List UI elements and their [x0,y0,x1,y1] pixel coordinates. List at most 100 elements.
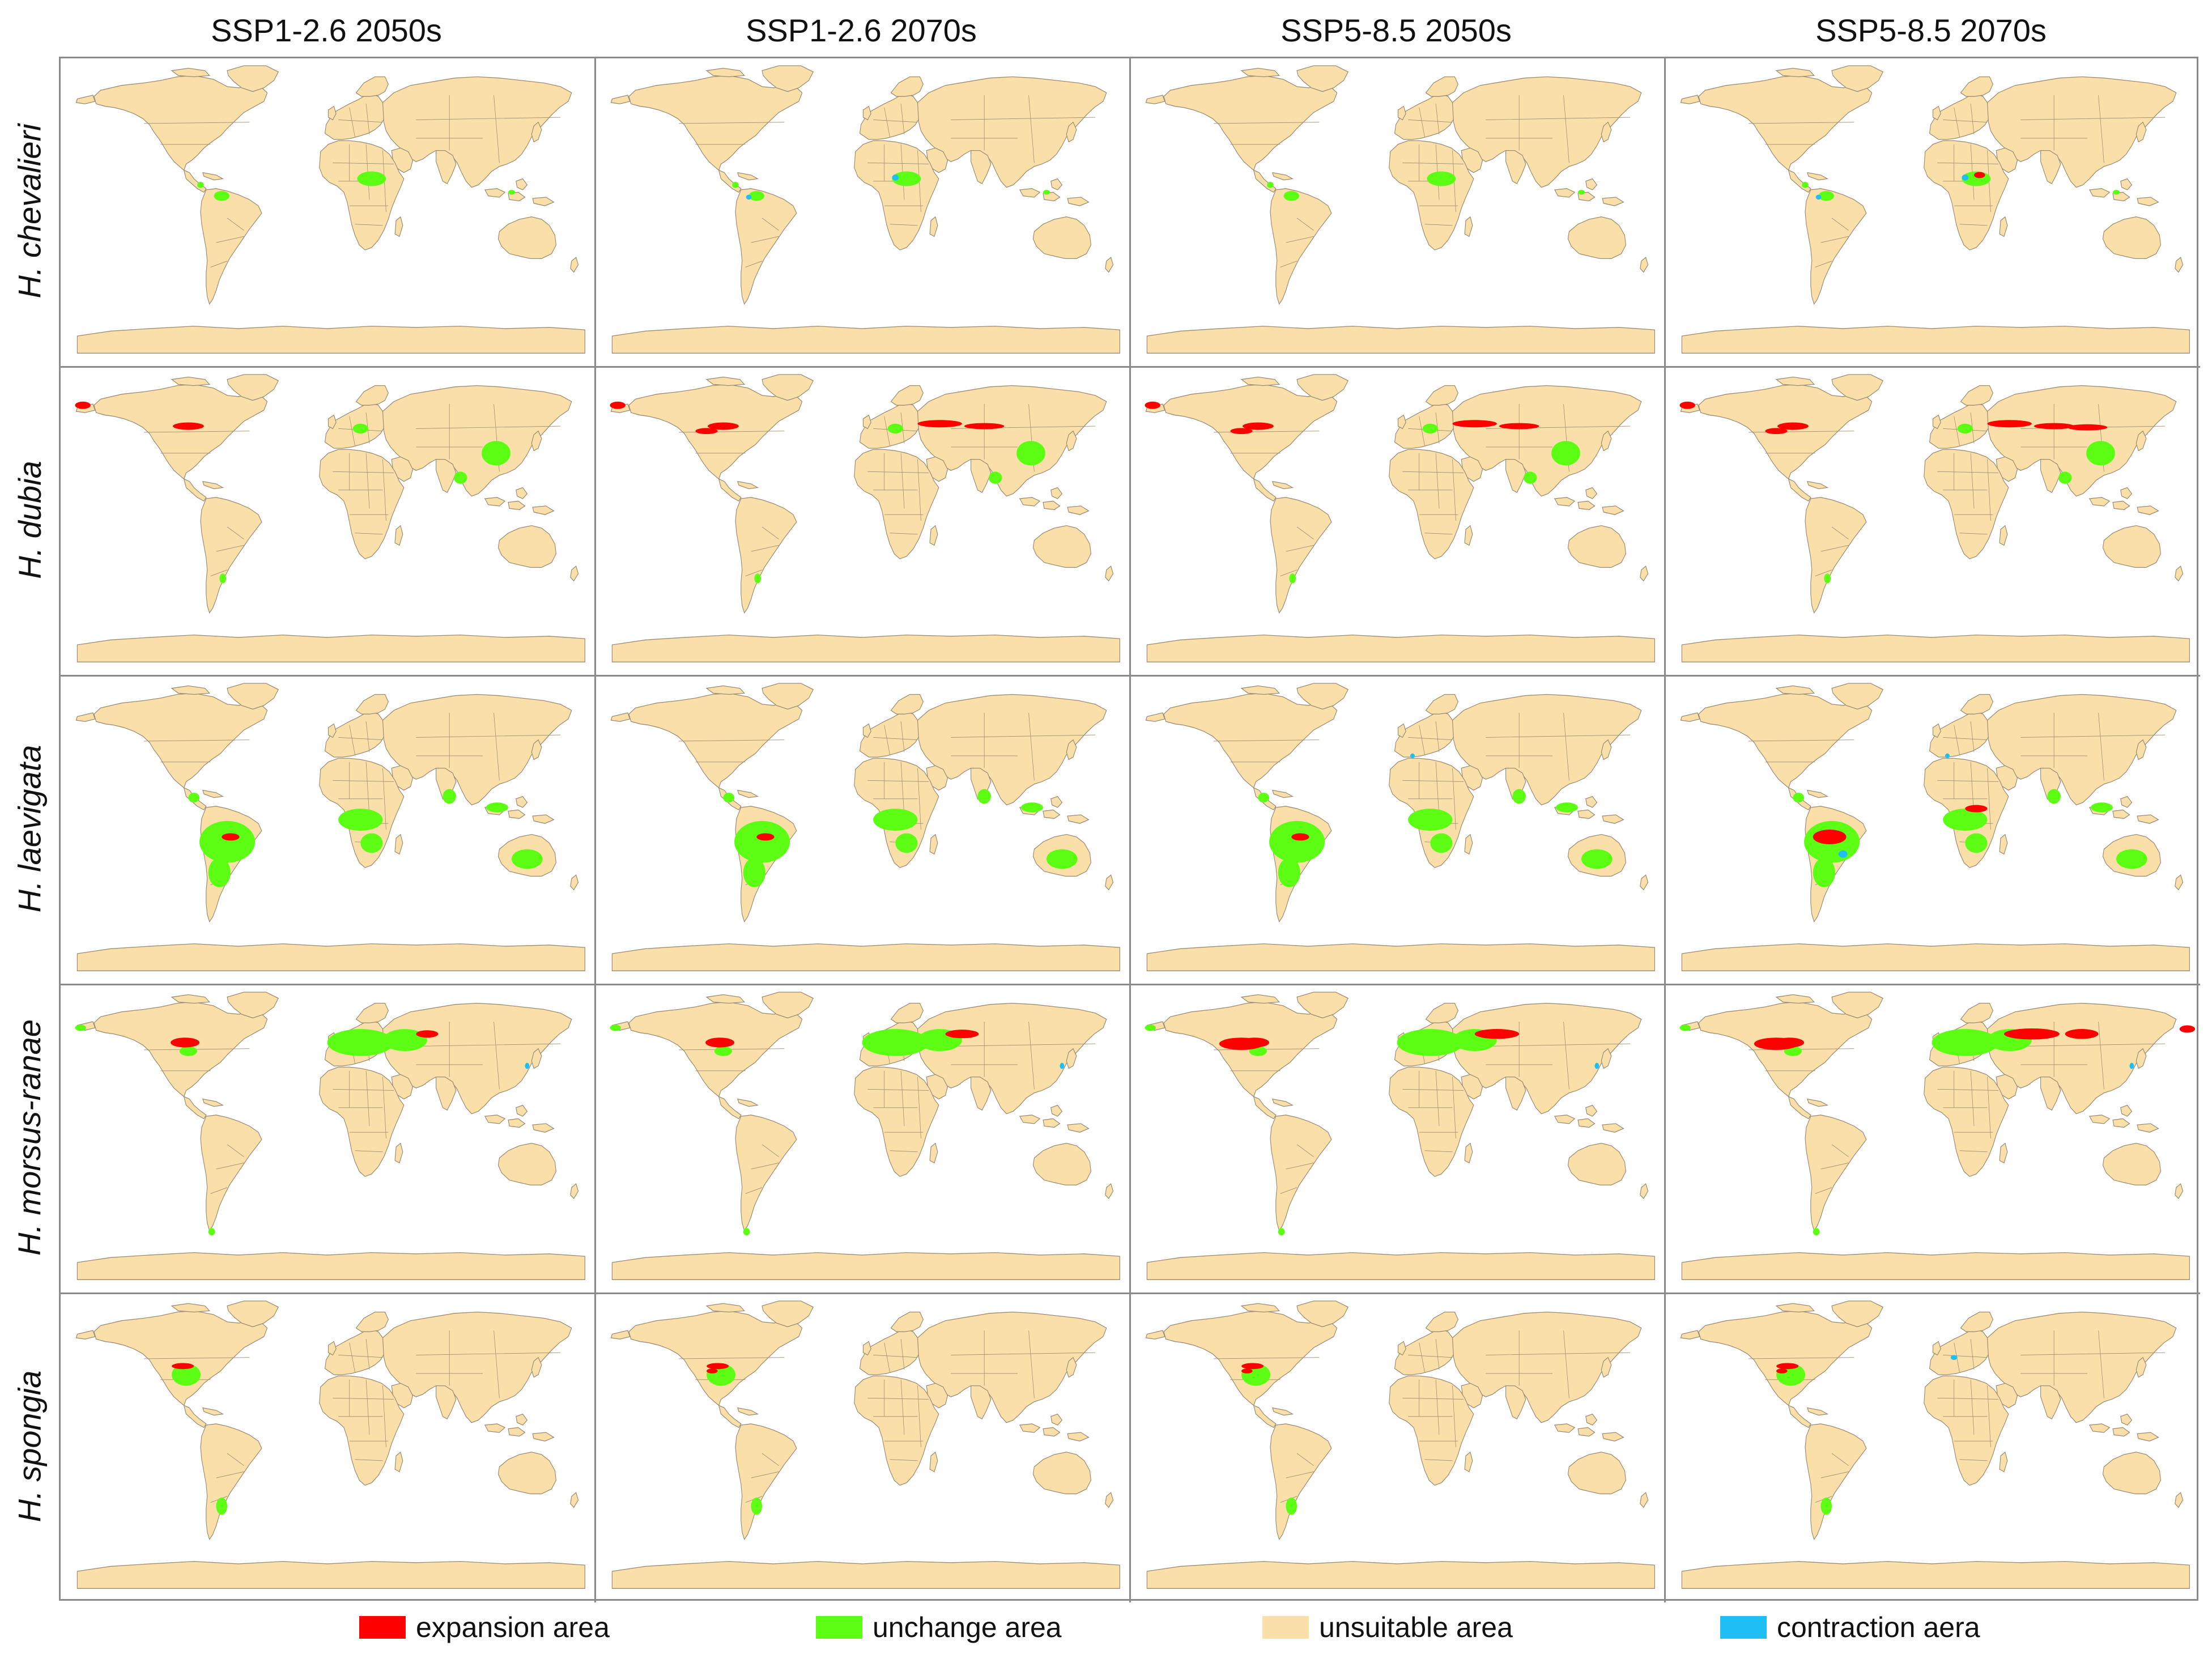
unchange-area [887,423,904,434]
expansion-area [610,401,626,409]
unchange-area [75,1024,87,1031]
unchange-area [1802,181,1809,188]
expansion-area [2065,1029,2099,1039]
expansion-area [1965,805,1988,813]
row-label: H. spongia [0,1292,59,1601]
unchange-area [214,191,229,201]
map-panel [595,367,1130,676]
unchange-area [754,573,762,584]
land-mass [610,992,1120,1280]
world-map [1145,683,1655,971]
species-name: H. laevigata [11,745,48,913]
unchange-area [734,820,790,863]
world-map [1145,992,1655,1280]
unchange-area [1283,191,1299,201]
land-mass [75,65,585,354]
unchange-area [1523,471,1537,484]
expansion-area [173,422,204,430]
unchange-area [2047,789,2061,804]
column-header: SSP1-2.6 2070s [746,12,977,48]
map-panel [1130,1294,1665,1602]
map-panel [1665,367,2200,676]
map-panel [1665,58,2200,367]
contraction-area [1950,1355,1958,1360]
land-mass [1145,65,1655,354]
unchange-area [610,1024,622,1031]
unchange-area [208,1228,215,1236]
unchange-area [327,1029,394,1056]
species-name: H. chevalieri [11,124,48,299]
map-panel [61,1294,595,1602]
land-mass [1145,374,1655,662]
expansion-area [705,1038,735,1048]
land-mass [610,374,1120,662]
world-map [610,992,1120,1280]
expansion-area [1973,172,1985,178]
unchange-area [1278,857,1300,887]
land-mass [1145,1300,1655,1589]
expansion-area [707,1368,718,1374]
column-divider [594,58,596,1602]
legend-swatch [816,1616,862,1639]
row-label: H. morsus-ranae [0,983,59,1292]
land-mass [1680,65,2190,354]
unchange-area [1408,809,1453,831]
unchange-area [1430,833,1453,853]
unchange-area [188,792,200,803]
legend-item: unchange area [816,1609,1062,1646]
expansion-area [1754,1038,1799,1050]
expansion-area [1241,1363,1264,1370]
unchange-area [481,441,511,466]
unchange-area [1422,423,1439,434]
map-grid [59,57,2200,1602]
map-panel [595,985,1130,1294]
expansion-area [2179,1025,2196,1033]
expansion-area [1145,401,1160,409]
expansion-area [945,1030,979,1039]
unchange-area [1555,802,1579,813]
expansion-area [1499,423,1539,430]
unchange-area [1020,802,1044,813]
legend-swatch [1262,1616,1309,1639]
land-mass [1680,683,2190,971]
map-panel [1665,1294,2200,1602]
expansion-area [695,428,718,435]
contraction-area [1945,753,1950,759]
world-map [75,374,585,662]
world-map [1145,65,1655,354]
expansion-area [1776,1363,1799,1370]
legend-item: unsuitable area [1262,1609,1513,1646]
legend-label: unchange area [873,1612,1062,1643]
unchange-area [723,792,735,803]
expansion-area [1241,1368,1253,1374]
unchange-area [443,789,456,804]
contraction-area [1838,850,1848,858]
contraction-area [1410,753,1415,759]
map-panel [61,58,595,367]
expansion-area [1219,1038,1264,1050]
row-label: H. dubia [0,365,59,674]
world-map [610,374,1120,662]
unchange-area [1957,423,1973,434]
unchange-area [1581,849,1613,869]
map-panel [61,367,595,676]
expansion-area [708,422,739,430]
unchange-area [732,181,739,188]
unchange-area [453,471,467,484]
world-map [75,992,585,1280]
unchange-area [1043,189,1050,195]
unchange-area [1267,181,1274,188]
land-mass [75,992,585,1280]
legend-label: contraction aera [1777,1612,1980,1643]
world-map [1679,992,2196,1280]
unchange-area [1258,792,1270,803]
legend-item: contraction aera [1720,1609,1980,1646]
unchange-area [1145,1024,1156,1031]
unchange-area [179,1046,198,1056]
map-panel [595,1294,1130,1602]
unchange-area [2086,441,2115,466]
map-panel [1130,676,1665,985]
land-mass [610,65,1120,354]
unchange-area [1793,792,1805,803]
land-mass [1145,992,1655,1280]
